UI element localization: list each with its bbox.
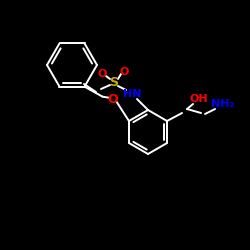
Text: OH: OH [190,94,208,104]
Text: S: S [110,76,118,88]
Text: O: O [119,67,129,77]
Text: O: O [107,93,118,106]
Text: O: O [97,69,107,79]
Text: NH₂: NH₂ [211,99,235,109]
Text: HN: HN [123,89,141,99]
